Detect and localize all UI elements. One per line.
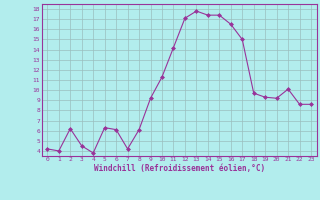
X-axis label: Windchill (Refroidissement éolien,°C): Windchill (Refroidissement éolien,°C): [94, 164, 265, 173]
